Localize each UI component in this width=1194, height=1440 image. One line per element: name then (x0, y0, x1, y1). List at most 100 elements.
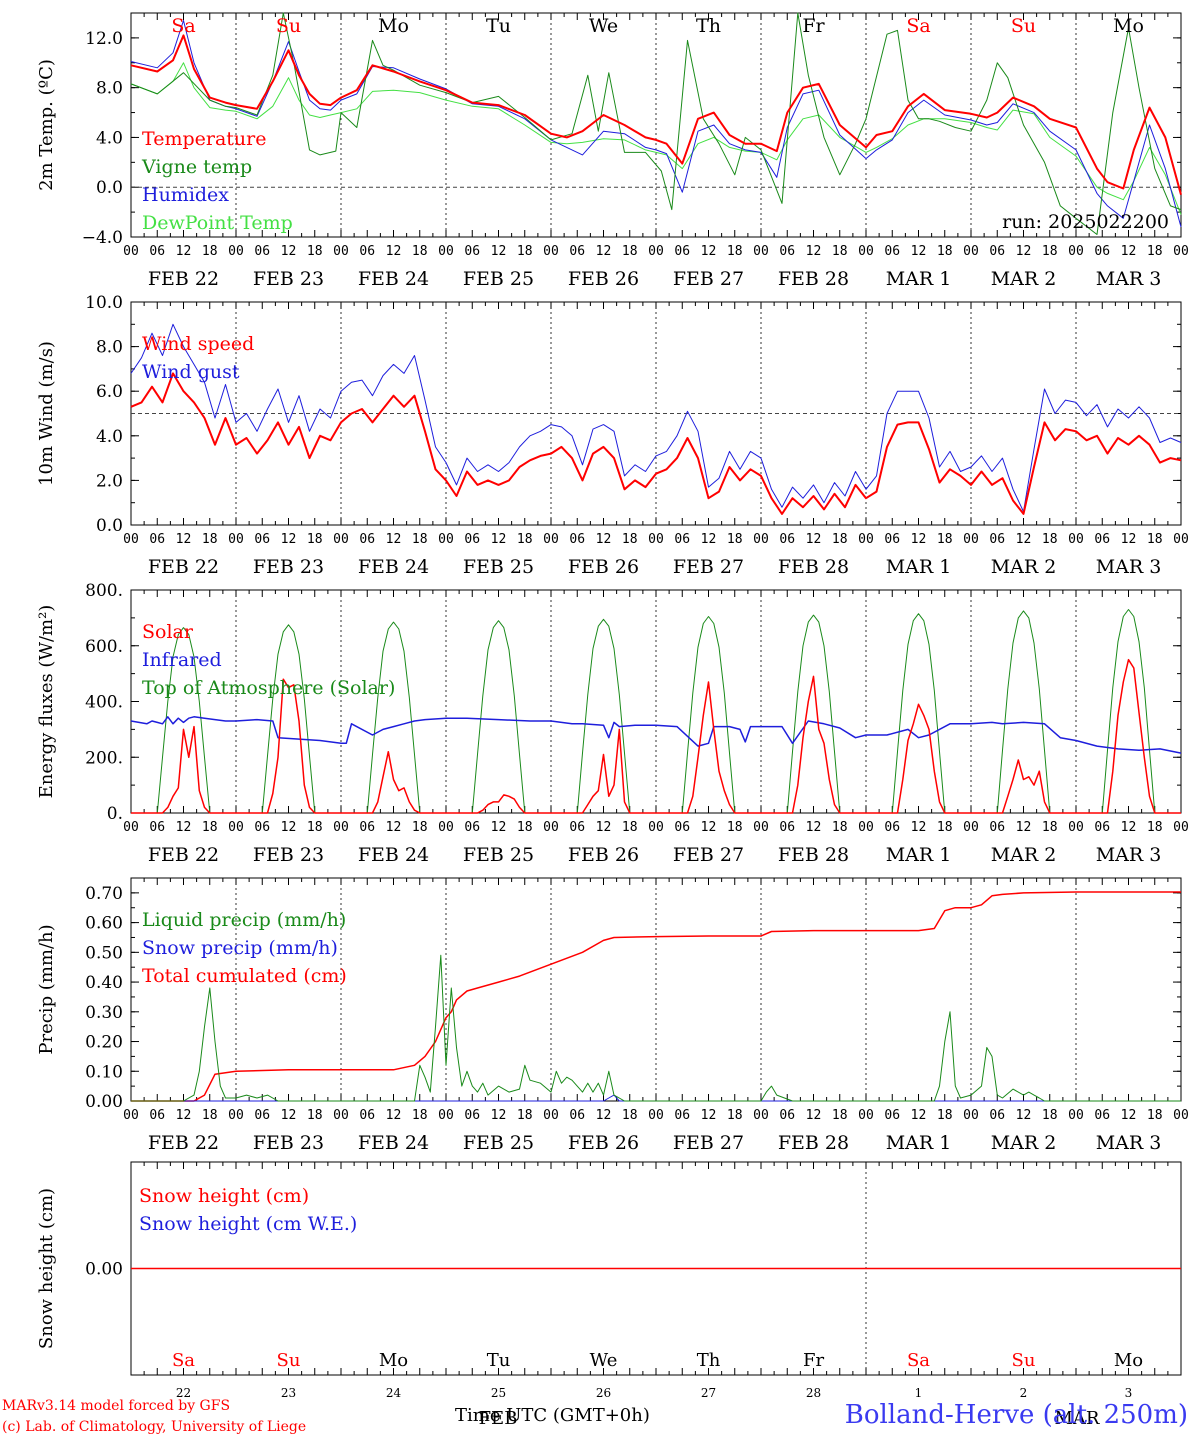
y-tick-label: 0.50 (85, 943, 123, 963)
x-tick-label-hour: 06 (464, 1108, 480, 1123)
x-date-label: FEB 26 (568, 844, 639, 866)
x-tick-label-hour: 12 (701, 820, 717, 835)
y-tick-label: 0.00 (85, 1260, 123, 1280)
day-name-top: Sa (171, 15, 195, 37)
y-tick-label: 2.0 (96, 471, 123, 491)
x-tick-label-hour: 06 (149, 532, 165, 547)
x-tick-label-hour: 00 (1173, 532, 1189, 547)
day-number: 1 (915, 1386, 923, 1400)
x-tick-label-hour: 00 (123, 532, 139, 547)
x-tick-label-hour: 18 (727, 244, 743, 259)
x-tick-label-hour: 12 (176, 532, 192, 547)
x-date-label: FEB 23 (253, 844, 324, 866)
x-tick-label-hour: 06 (254, 244, 270, 259)
day-name-bottom: Th (697, 1350, 721, 1371)
y-tick-label: 800. (85, 581, 123, 601)
x-tick-label-hour: 12 (1016, 820, 1032, 835)
x-date-label: FEB 27 (673, 268, 744, 290)
x-tick-label-hour: 06 (779, 244, 795, 259)
x-tick-label-hour: 00 (753, 244, 769, 259)
day-number: 3 (1125, 1386, 1133, 1400)
x-axis-title: Time UTC (GMT+0h) (455, 1405, 650, 1426)
x-tick-label-hour: 06 (989, 532, 1005, 547)
x-tick-label-hour: 00 (1068, 1108, 1084, 1123)
x-tick-label-hour: 00 (228, 244, 244, 259)
x-date-label: MAR 2 (991, 1132, 1057, 1154)
x-tick-label-hour: 18 (412, 244, 428, 259)
x-date-label: FEB 25 (463, 1132, 534, 1154)
x-tick-label-hour: 00 (648, 1108, 664, 1123)
x-tick-label-hour: 18 (727, 820, 743, 835)
x-tick-label-hour: 06 (674, 1108, 690, 1123)
x-tick-label-hour: 06 (464, 820, 480, 835)
x-date-label: FEB 25 (463, 268, 534, 290)
x-tick-label-hour: 18 (937, 820, 953, 835)
x-tick-label-hour: 06 (359, 820, 375, 835)
x-tick-label-hour: 18 (412, 820, 428, 835)
x-date-label: MAR 2 (991, 556, 1057, 578)
legend-entry: Vigne temp (141, 156, 252, 178)
legend-entry: Infrared (142, 649, 222, 671)
x-tick-label-hour: 18 (832, 1108, 848, 1123)
x-tick-label-hour: 06 (674, 244, 690, 259)
y-tick-label: 0.70 (85, 884, 123, 904)
panel-2: 00 06 12 18 00 06 12 18 00 06 12 18 00 06 12 18 00 06 12 18… (36, 293, 1189, 578)
x-tick-label-hour: 18 (202, 244, 218, 259)
legend-entry: Solar (142, 621, 194, 643)
y-tick-label: 4.0 (96, 128, 123, 148)
x-tick-label-hour: 12 (176, 1108, 192, 1123)
panel-3: 00 06 12 18 00 06 12 18 00 06 12 18 00 06 12 18 00 06 12 18… (36, 581, 1189, 866)
x-date-label: FEB 22 (148, 268, 219, 290)
y-tick-label: 0.0 (96, 178, 123, 198)
y-axis-label: Snow height (cm) (36, 1188, 57, 1349)
x-tick-label-hour: 18 (202, 532, 218, 547)
day-name-bottom: Tu (487, 1350, 511, 1371)
x-date-label: MAR 1 (886, 844, 952, 866)
x-tick-label-hour: 00 (543, 532, 559, 547)
x-tick-label-hour: 00 (858, 1108, 874, 1123)
x-date-label: FEB 28 (778, 268, 849, 290)
day-number: 26 (596, 1386, 611, 1400)
x-tick-label-hour: 06 (884, 532, 900, 547)
x-tick-label-hour: 18 (307, 820, 323, 835)
x-tick-label-hour: 06 (359, 1108, 375, 1123)
x-tick-label-hour: 06 (1094, 1108, 1110, 1123)
x-tick-label-hour: 12 (1016, 532, 1032, 547)
x-tick-label-hour: 18 (412, 532, 428, 547)
x-tick-label-hour: 12 (701, 1108, 717, 1123)
station-title: Bolland-Herve (alt. 250m) (844, 1400, 1188, 1430)
y-tick-label: 0.10 (85, 1062, 123, 1082)
series-line-temperature (130, 34, 1182, 195)
legend-entry: Humidex (142, 184, 229, 206)
x-date-label: MAR 2 (991, 268, 1057, 290)
x-tick-label-hour: 00 (963, 820, 979, 835)
x-tick-label-hour: 06 (569, 244, 585, 259)
x-tick-label-hour: 00 (753, 532, 769, 547)
x-tick-label-hour: 06 (359, 244, 375, 259)
x-tick-label-hour: 00 (228, 1108, 244, 1123)
x-tick-label-hour: 18 (1042, 244, 1058, 259)
x-tick-label-hour: 00 (333, 820, 349, 835)
x-tick-label-hour: 00 (543, 244, 559, 259)
y-tick-label: 0.60 (85, 914, 123, 934)
x-tick-label-hour: 06 (464, 244, 480, 259)
x-tick-label-hour: 18 (832, 820, 848, 835)
x-tick-label-hour: 00 (543, 1108, 559, 1123)
series-line-infrared (130, 716, 1182, 754)
x-tick-label-hour: 00 (333, 244, 349, 259)
run-label: run: 2025022200 (1002, 211, 1169, 233)
x-tick-label-hour: 00 (963, 1108, 979, 1123)
x-tick-label-hour: 00 (333, 1108, 349, 1123)
x-tick-label-hour: 06 (779, 820, 795, 835)
x-tick-label-hour: 00 (228, 532, 244, 547)
day-name-bottom: Mo (1114, 1350, 1143, 1371)
series-line-wind-gust (130, 323, 1182, 513)
x-tick-label-hour: 00 (1173, 820, 1189, 835)
x-tick-label-hour: 12 (911, 820, 927, 835)
x-tick-label-hour: 18 (622, 1108, 638, 1123)
x-tick-label-hour: 06 (779, 1108, 795, 1123)
x-tick-label-hour: 18 (937, 244, 953, 259)
y-tick-label: 0.30 (85, 1003, 123, 1023)
day-name-top: Su (1011, 15, 1036, 37)
x-tick-label-hour: 12 (596, 820, 612, 835)
